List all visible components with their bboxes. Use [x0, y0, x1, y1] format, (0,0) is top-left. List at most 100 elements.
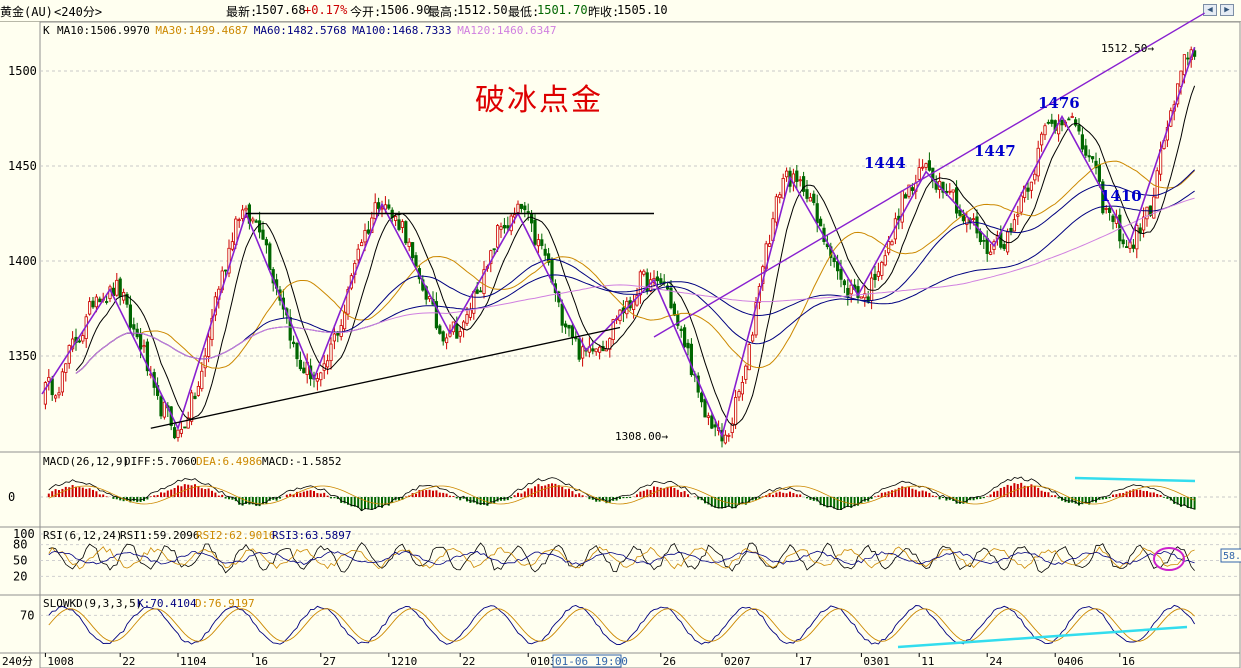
kd-tick-label: 70	[20, 608, 34, 622]
candle-body	[438, 325, 442, 334]
candle-body	[683, 327, 687, 348]
candle-body	[747, 344, 751, 371]
candle-body	[839, 268, 843, 280]
candle-body	[737, 391, 741, 398]
candle-body	[54, 395, 58, 399]
candle-body	[183, 426, 187, 429]
candle-body	[237, 219, 241, 222]
high-value: 1512.50	[457, 3, 508, 17]
candle-body	[1101, 181, 1105, 214]
candle-body	[492, 248, 496, 251]
candle-body	[138, 333, 143, 350]
candle-body	[206, 336, 211, 357]
support-trendline	[150, 326, 621, 429]
candle-body	[132, 324, 136, 330]
macd-dea-value: DEA:6.4986	[196, 455, 262, 468]
candle-body	[941, 181, 945, 193]
x-axis-tick-label: 0207	[724, 655, 751, 668]
candle-body	[591, 348, 595, 352]
kd-d-value: D:76.9197	[195, 597, 255, 610]
macd-diff-line	[48, 476, 1195, 512]
candle-body	[744, 365, 748, 380]
x-axis-tick-label: 27	[323, 655, 336, 668]
candle-body	[574, 337, 578, 340]
candle-body	[393, 216, 398, 221]
candle-body	[64, 363, 68, 373]
rsi-legend: RSI(6,12,24)	[43, 529, 122, 542]
candle-body	[907, 184, 911, 197]
candle-body	[458, 331, 462, 337]
ma-legend-item: MA60:1482.5768	[254, 24, 347, 37]
candle-body	[499, 226, 503, 230]
max-price-label: 1512.50→	[1101, 42, 1154, 55]
candle-body	[1070, 116, 1074, 118]
candle-body	[159, 396, 163, 417]
candle-body	[302, 367, 306, 374]
candle-body	[645, 272, 649, 292]
candle-body	[441, 331, 445, 342]
candle-body	[958, 209, 962, 216]
candle-body	[1029, 181, 1033, 191]
candle-body	[1060, 119, 1064, 126]
price-tick-label: 1400	[8, 254, 37, 268]
candle-body	[404, 221, 408, 244]
candle-body	[128, 304, 132, 328]
candle-body	[366, 229, 371, 234]
candle-body	[1009, 227, 1013, 233]
x-axis-tick-label: 16	[255, 655, 268, 668]
candle-body	[455, 323, 459, 339]
candle-body	[495, 225, 500, 248]
candle-body	[329, 343, 333, 362]
candle-body	[1091, 156, 1095, 160]
candle-body	[842, 280, 847, 286]
candle-body	[1026, 187, 1030, 192]
candle-body	[866, 296, 870, 302]
candle-body	[876, 271, 881, 277]
plot-frame	[39, 21, 1241, 668]
candle-body	[193, 395, 197, 399]
x-axis-tick-label: 1008	[47, 655, 74, 668]
candle-body	[1121, 239, 1125, 245]
candle-body	[91, 300, 95, 308]
candle-body	[291, 341, 296, 345]
candle-body	[686, 342, 690, 349]
title-annotation: 破冰点金	[475, 83, 603, 118]
arrow-right-icon[interactable]: ▶	[1220, 4, 1234, 16]
ma-legend-item: MA30:1499.4687	[155, 24, 248, 37]
candle-body	[356, 248, 360, 261]
candle-body	[47, 376, 51, 382]
rsi-tick-label: 100	[13, 527, 35, 541]
candle-body	[1033, 173, 1037, 181]
latest-label: 最新:	[226, 5, 258, 19]
candle-body	[1108, 207, 1112, 213]
candle-body	[832, 257, 836, 263]
candle-body	[679, 328, 683, 331]
candle-body	[319, 372, 323, 381]
candle-body	[910, 187, 915, 191]
candle-body	[1080, 134, 1084, 150]
candle-body	[873, 273, 877, 281]
pivot-level-annotation: 1444	[864, 154, 906, 172]
candle-body	[203, 355, 207, 369]
candle-body	[567, 324, 571, 329]
rsi2-line	[48, 546, 1195, 570]
candles-group	[43, 46, 1197, 448]
candle-body	[982, 240, 986, 242]
candle-body	[43, 382, 48, 405]
candle-body	[57, 392, 61, 396]
ma-legend-item: MA120:1460.6347	[457, 24, 556, 37]
candle-body	[342, 311, 347, 330]
arrow-left-icon[interactable]: ◀	[1203, 4, 1217, 16]
period-axis-label: 240分	[2, 655, 33, 668]
candle-body	[251, 218, 255, 222]
price-tick-label: 1450	[8, 159, 37, 173]
candle-body	[1186, 57, 1190, 60]
candle-body	[186, 417, 190, 429]
candle-body	[581, 346, 585, 359]
ma30-line	[75, 160, 1195, 374]
candle-body	[890, 241, 894, 246]
candle-body	[836, 261, 840, 272]
candle-body	[397, 219, 401, 230]
low-value: 1501.70	[537, 3, 588, 17]
